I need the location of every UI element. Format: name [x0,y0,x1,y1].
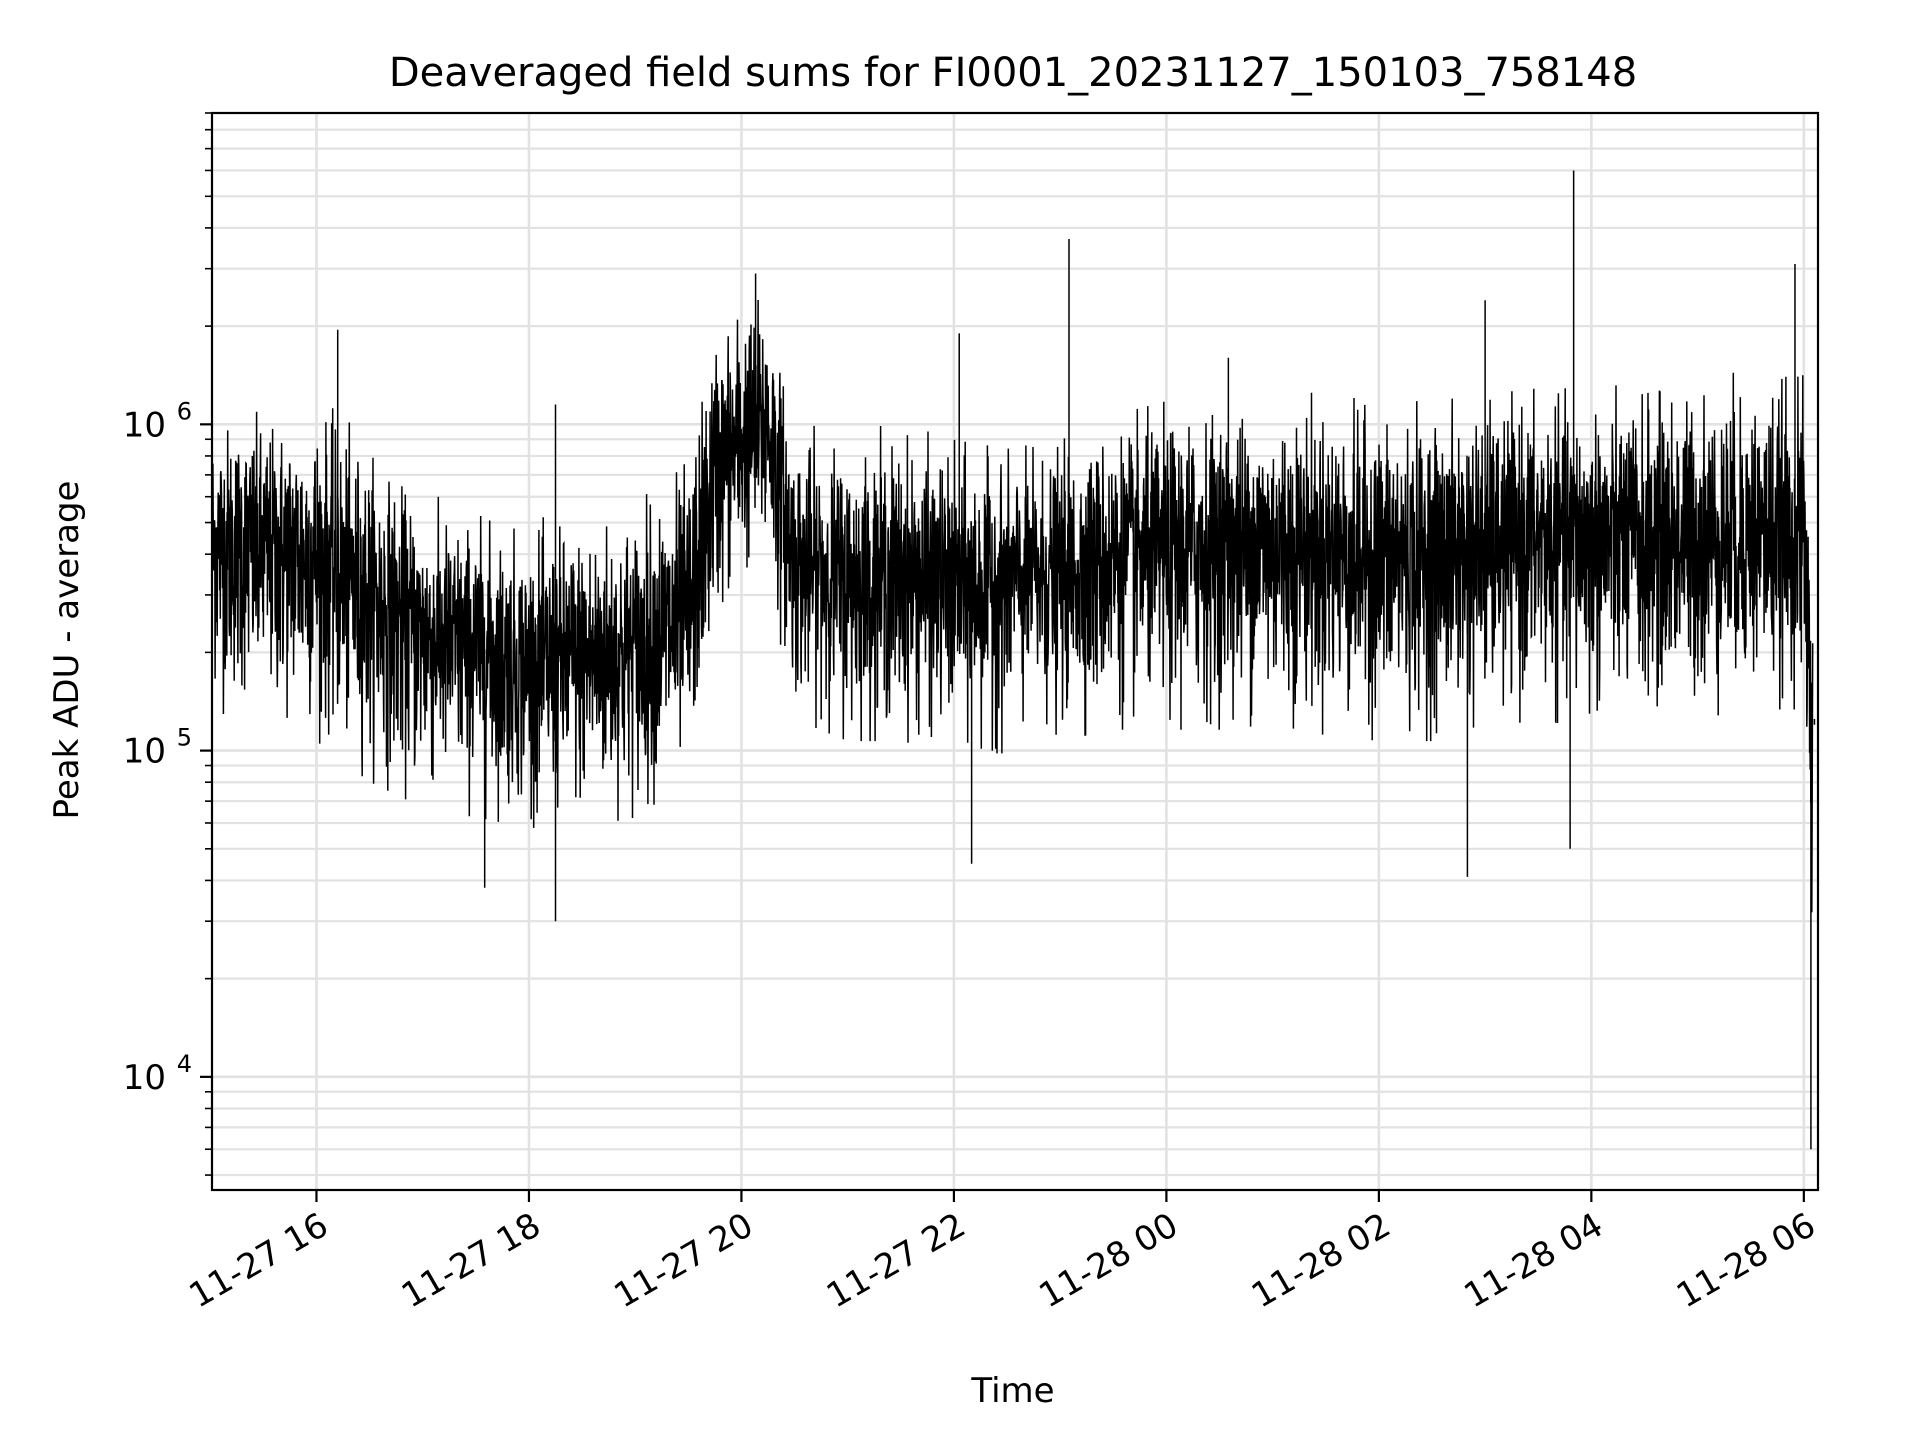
grid [212,111,1818,1190]
series-layer [211,170,1816,1150]
y-tick-label: 10 [123,405,166,445]
plot-frame [210,111,1820,1192]
chart-title: Deaveraged field sums for FI0001_2023112… [389,50,1637,96]
y-tick-exponent: 5 [177,724,192,752]
y-axis: 10 4 10 5 10 6 [123,112,212,1176]
y-axis-label: Peak ADU - average [47,481,87,820]
x-axis-label: Time [970,1371,1054,1411]
y-tick-exponent: 6 [177,397,192,425]
series-line [211,299,1814,913]
y-tick-label: 10 [123,1058,166,1098]
y-tick-exponent: 4 [177,1050,192,1078]
y-tick-label: 10 [123,732,166,772]
